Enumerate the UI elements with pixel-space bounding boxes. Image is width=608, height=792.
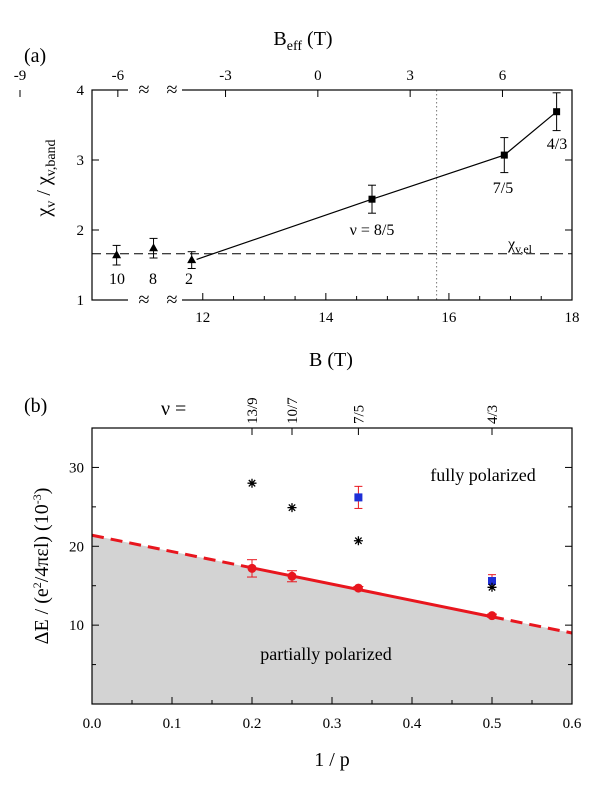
boundary-dashed-right	[491, 615, 573, 635]
reference-line-label: χv,el	[507, 236, 533, 256]
square-point	[368, 195, 376, 203]
x-tick-label-b: 0.4	[403, 716, 422, 732]
blue-square-point	[354, 493, 363, 502]
point-label-2: 2	[185, 271, 193, 288]
top-tick-label-a: 3	[406, 68, 414, 84]
x-tick-label-b: 0.5	[483, 716, 502, 732]
top-axis-label: Beff (T)	[273, 28, 332, 54]
y-tick-label-b: 30	[69, 460, 84, 476]
x-axis-label-b: 1 / p	[314, 749, 350, 771]
square-point	[553, 108, 561, 116]
axis-break-bottom-2: ≈	[167, 289, 178, 311]
top-tick-label-a: -9	[14, 68, 27, 84]
nu-tick-label: 13/9	[245, 397, 261, 424]
x-tick-label-a: 12	[195, 310, 210, 326]
region-label-fully-polarized: fully polarized	[430, 465, 535, 485]
red-point	[487, 611, 497, 621]
x-axis-label-a: B (T)	[309, 349, 353, 371]
star-point	[247, 478, 257, 488]
point-label-7-5: 7/5	[493, 180, 513, 197]
y-tick-label-a: 3	[77, 153, 85, 169]
panel-b: (b) 0.0 0.1 0.2 0.3 0.4 0.5 0.6 10 20 30 13/9 10/7 7…	[24, 395, 582, 771]
axis-break-top-1: ≈	[139, 79, 150, 101]
plot-frame-b	[91, 427, 573, 705]
y-tick-label-b: 20	[69, 539, 84, 555]
blue-square-point	[488, 576, 496, 585]
x-tick-label-b: 0.0	[83, 716, 102, 732]
y-tick-label-a: 2	[77, 223, 85, 239]
panel-a-label: (a)	[24, 45, 46, 67]
axis-break-top-2: ≈	[167, 79, 178, 101]
triangle-point	[149, 243, 159, 252]
star-point	[487, 582, 497, 592]
y-tick-label-a: 4	[77, 83, 85, 99]
axis-break-bottom-1: ≈	[139, 289, 150, 311]
star-point	[353, 536, 363, 546]
point-label-8-5: ν = 8/5	[350, 222, 395, 239]
x-tick-label-a: 16	[441, 310, 457, 326]
y-axis-label-b: ΔE / (e2/4πεl) (10-3)	[30, 488, 53, 645]
fit-line-a	[196, 111, 557, 260]
x-tick-label-b: 0.1	[163, 716, 182, 732]
region-label-partially-polarized: partially polarized	[260, 644, 391, 664]
y-axis-label-a: χv / χv,band	[33, 139, 59, 217]
square-point	[500, 151, 508, 159]
triangle-point	[187, 255, 197, 264]
top-tick-label-a: 6	[499, 68, 507, 84]
x-tick-label-a: 18	[565, 310, 580, 326]
triangle-point	[112, 250, 122, 259]
point-label-8: 8	[149, 271, 157, 288]
top-tick-label-a: -3	[219, 68, 232, 84]
plot-frame-a	[91, 89, 573, 301]
data-marks-b	[91, 478, 573, 635]
axis-ticks-b: 0.0 0.1 0.2 0.3 0.4 0.5 0.6 10 20 30 13/9 10/7 7/5 4/…	[69, 397, 582, 732]
nu-tick-label: 10/7	[285, 397, 301, 424]
point-label-10: 10	[109, 271, 125, 288]
red-point	[247, 563, 257, 573]
y-tick-label-b: 10	[69, 618, 84, 634]
nu-tick-label: 7/5	[351, 405, 367, 424]
panel-a: (a) Beff (T) χv / χv,band B (T) 12 14 16 18…	[14, 28, 580, 371]
x-tick-label-b: 0.3	[323, 716, 342, 732]
x-tick-label-a: 14	[318, 310, 334, 326]
y-tick-label-a: 1	[77, 293, 85, 309]
red-point	[287, 571, 297, 581]
nu-tick-label: 4/3	[485, 405, 501, 424]
x-tick-label-b: 0.2	[243, 716, 262, 732]
partially-polarized-region	[92, 535, 572, 704]
boundary-dashed-left	[91, 533, 253, 570]
axis-break-gap-bottom	[128, 296, 182, 305]
data-marks-a	[92, 90, 572, 300]
x-tick-label-b: 0.6	[563, 716, 582, 732]
point-label-4-3: 4/3	[547, 136, 567, 153]
top-tick-label-a: 0	[314, 68, 322, 84]
nu-prefix: ν =	[161, 398, 186, 420]
axis-break-gap-top	[128, 86, 182, 95]
panel-b-label: (b)	[24, 395, 47, 417]
top-tick-label-a: -6	[112, 68, 125, 84]
red-point	[353, 583, 363, 593]
star-point	[287, 503, 297, 513]
